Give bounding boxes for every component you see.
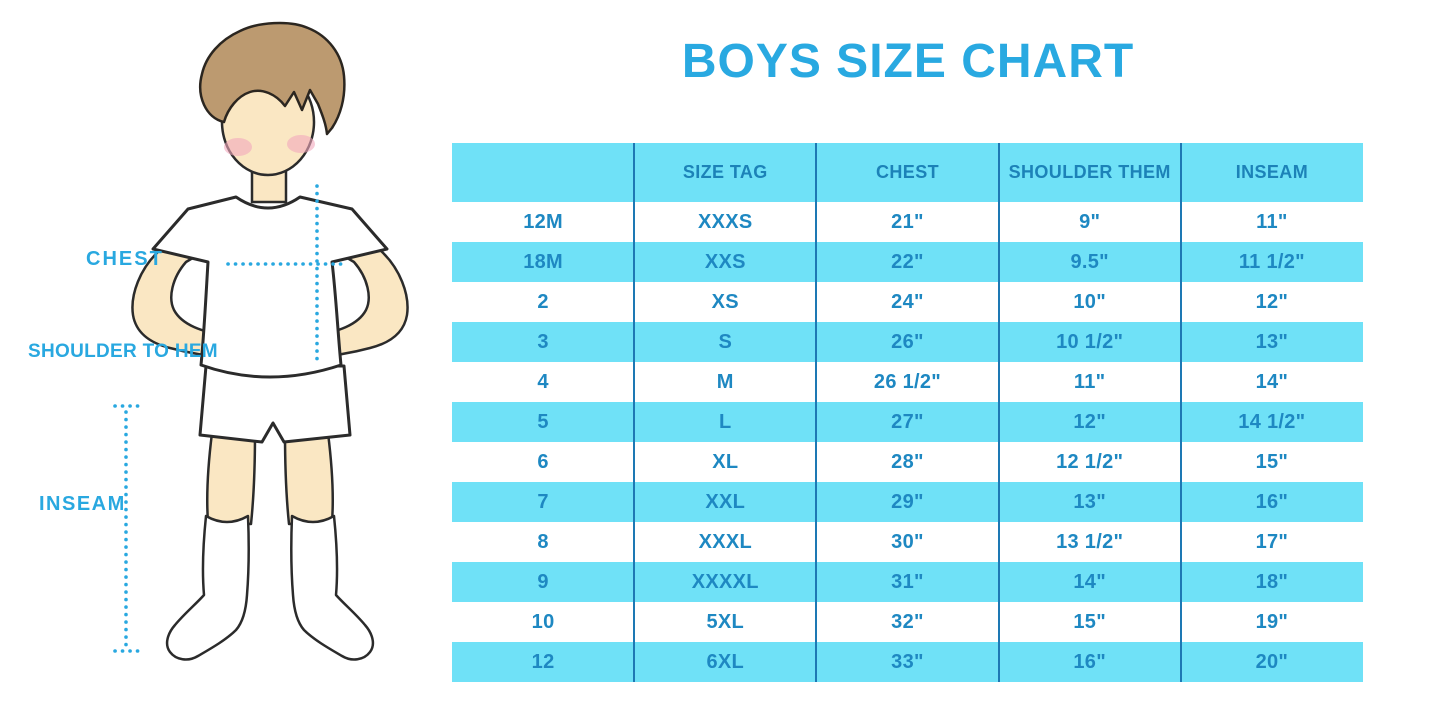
- table-cell: 11": [1073, 370, 1106, 393]
- table-cell: 9.5": [1070, 250, 1109, 273]
- table-cell: 12 1/2": [1056, 450, 1124, 473]
- table-cell: 31": [891, 570, 924, 593]
- boy-shirt: [151, 195, 389, 379]
- table-cell: 13": [1073, 490, 1107, 513]
- table-row: 10 5XL 32" 15" 19": [452, 602, 1363, 642]
- table-cell: 28": [891, 450, 924, 473]
- header-cell-size-tag: SIZE TAG: [682, 162, 768, 182]
- column-divider: [633, 143, 636, 682]
- table-cell: 26": [891, 330, 924, 353]
- page-title: BOYS SIZE CHART: [681, 35, 1135, 88]
- header-cell-shoulder: SHOULDER THEM: [1008, 162, 1171, 182]
- boy-leg-left: [205, 431, 257, 526]
- table-row: 9 XXXXL 31" 14" 18": [452, 562, 1363, 602]
- table-cell: 17": [1255, 530, 1289, 553]
- shoulder-to-hem-label: SHOULDER TO HEM: [28, 341, 218, 362]
- table-cell: 22": [891, 250, 924, 273]
- table-cell: 18M: [523, 250, 563, 273]
- table-cell: 11": [1256, 210, 1288, 233]
- table-cell: 8: [537, 530, 549, 553]
- table-cell: 6XL: [706, 650, 745, 673]
- table-cell: 32": [891, 610, 924, 633]
- table-cell: L: [719, 410, 732, 433]
- chest-label: CHEST: [86, 248, 164, 270]
- table-cell: XXL: [705, 490, 746, 513]
- table-body: 12M XXXS 21" 9" 11" 18M XXS 22" 9.5" 11 1/2" 2 XS 24…: [452, 202, 1363, 682]
- table-cell: XXS: [704, 250, 746, 273]
- table-row: 4 M 26 1/2" 11" 14": [452, 362, 1363, 402]
- table-cell: XL: [712, 450, 739, 473]
- table-cell: 33": [891, 650, 924, 673]
- table-row: 5 L 27" 12" 14 1/2": [452, 402, 1363, 442]
- table-cell: 7: [537, 490, 549, 513]
- table-row: 6 XL 28" 12 1/2" 15": [452, 442, 1363, 482]
- table-cell: 15": [1255, 450, 1289, 473]
- table-cell: XXXL: [698, 530, 752, 553]
- header-cell-inseam: INSEAM: [1235, 162, 1309, 182]
- table-header-row: SIZE TAG CHEST SHOULDER THEM INSEAM: [452, 143, 1363, 202]
- table-row: 18M XXS 22" 9.5" 11 1/2": [452, 242, 1363, 282]
- table-cell: XS: [711, 290, 739, 313]
- column-divider: [1179, 143, 1182, 682]
- boy-leg-right: [283, 431, 335, 526]
- table-cell: 6: [537, 450, 549, 473]
- table-cell: 13": [1255, 330, 1289, 353]
- table-row: 12M XXXS 21" 9" 11": [452, 202, 1363, 242]
- boy-blush-left: [224, 138, 252, 156]
- table-cell: 9": [1079, 210, 1101, 233]
- inseam-label: INSEAM: [39, 493, 126, 515]
- header-cell-chest: CHEST: [875, 162, 939, 182]
- table-cell: 12": [1073, 410, 1107, 433]
- table-cell: 11 1/2": [1238, 250, 1305, 273]
- table-cell: 26 1/2": [873, 370, 942, 393]
- table-cell: 20": [1255, 650, 1289, 673]
- header-cell-blank: [452, 143, 634, 202]
- table-cell: 21": [891, 210, 924, 233]
- table-cell: 2: [537, 290, 549, 313]
- table-row: 7 XXL 29" 13" 16": [452, 482, 1363, 522]
- table-cell: 5XL: [706, 610, 745, 633]
- table-row: 12 6XL 33" 16" 20": [452, 642, 1363, 682]
- table-cell: XXXS: [698, 210, 753, 233]
- table-cell: 16": [1073, 650, 1107, 673]
- table-row: 8 XXXL 30" 13 1/2" 17": [452, 522, 1363, 562]
- table-cell: 13 1/2": [1056, 530, 1124, 553]
- table-cell: 19": [1255, 610, 1289, 633]
- table-cell: 18": [1255, 570, 1289, 593]
- table-cell: S: [718, 330, 733, 353]
- table-cell: 16": [1255, 490, 1289, 513]
- boy-shorts: [198, 364, 352, 444]
- table-cell: 12M: [523, 210, 563, 233]
- table-cell: 10: [531, 610, 555, 633]
- table-cell: 14": [1255, 370, 1289, 393]
- table-cell: 29": [891, 490, 924, 513]
- column-divider: [997, 143, 1000, 682]
- boy-sock-left: [165, 514, 250, 661]
- boy-hair: [199, 21, 346, 136]
- table-cell: 24": [891, 290, 924, 313]
- boy-sock-right: [290, 514, 375, 661]
- column-divider: [815, 143, 818, 682]
- table-cell: 10": [1073, 290, 1107, 313]
- table-row: 2 XS 24" 10" 12": [452, 282, 1363, 322]
- table-row: 3 S 26" 10 1/2" 13": [452, 322, 1363, 362]
- table-cell: M: [716, 370, 734, 393]
- table-cell: 9: [537, 570, 549, 593]
- table-cell: 3: [537, 330, 549, 353]
- table-cell: XXXXL: [691, 570, 759, 593]
- table-cell: 5: [537, 410, 549, 433]
- size-table: SIZE TAG CHEST SHOULDER THEM INSEAM 12M X…: [452, 143, 1363, 682]
- table-cell: 15": [1073, 610, 1107, 633]
- table-cell: 10 1/2": [1056, 330, 1124, 353]
- table-cell: 12: [531, 650, 555, 673]
- table-cell: 14": [1073, 570, 1107, 593]
- table-cell: 12": [1255, 290, 1289, 313]
- table-cell: 14 1/2": [1238, 410, 1306, 433]
- table-cell: 30": [891, 530, 924, 553]
- boy-blush-right: [287, 135, 315, 153]
- table-cell: 4: [537, 370, 549, 393]
- table-cell: 27": [891, 410, 924, 433]
- boy-illustration: [113, 21, 409, 661]
